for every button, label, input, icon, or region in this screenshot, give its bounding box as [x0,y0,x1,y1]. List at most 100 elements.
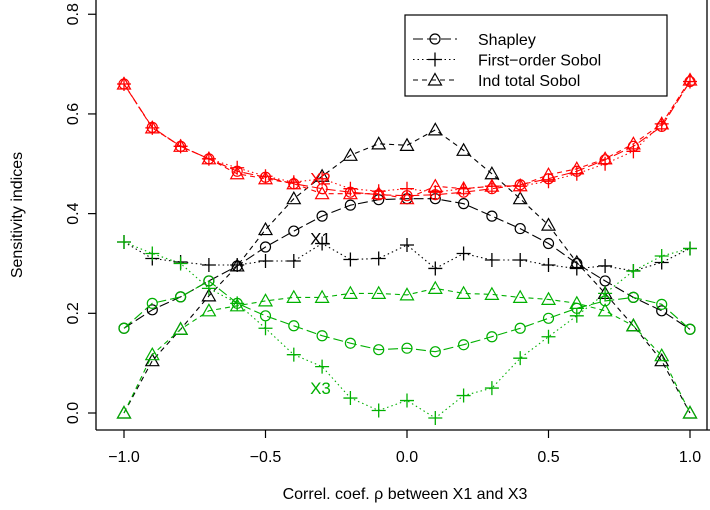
data-point [371,285,387,299]
plot-area [95,0,710,431]
data-point [258,321,273,336]
data-point [118,322,130,334]
data-point [400,238,414,253]
annotation-x1: X1 [310,230,331,249]
legend-label: First−order Sobol [478,53,601,70]
data-point [399,137,415,151]
x-axis-label: Correl. coef. ρ between X1 and X3 [283,486,528,503]
annotation-x3: X3 [310,379,331,398]
series-line [123,129,691,414]
data-point [654,116,670,130]
data-point [484,286,500,300]
x-tick-label: 0.0 [396,449,418,466]
data-point [316,210,328,222]
x-tick-label: −0.5 [250,449,282,466]
data-point [484,381,499,396]
data-point [344,337,356,349]
data-point [597,303,613,317]
y-tick-label: 0.6 [65,103,82,125]
legend-item: Ind total Sobol [413,72,580,90]
data-point [288,225,300,237]
data-point [201,288,217,302]
data-point [514,222,526,235]
data-point [542,312,555,324]
data-point [146,304,158,316]
data-point [315,171,330,186]
data-point [258,253,273,268]
legend-label: Ind total Sobol [478,73,580,90]
data-point [456,142,472,156]
series-x3-plus [117,235,697,425]
data-point [116,405,132,419]
legend: Shapley First−order Sobol Ind total Sobol [404,14,668,97]
legend-marker [427,72,443,86]
data-point [173,256,188,271]
data-point [598,258,613,273]
series-line [123,280,691,353]
data-point [399,190,415,205]
legend-box [404,14,668,97]
data-point [116,76,132,90]
data-point [626,263,641,278]
data-point [427,280,443,294]
data-point [627,291,640,303]
data-point [569,254,585,269]
data-point [286,190,302,205]
data-point [257,221,274,236]
data-point [259,241,272,253]
data-point [201,281,216,296]
y-tick-label: 0.8 [65,3,82,25]
data-point [458,198,470,210]
y-tick-label: 0.4 [65,202,82,224]
data-point [683,241,697,256]
data-point [315,359,330,374]
x-axis: −1.0 −0.5 0.0 0.5 1.0 [108,430,701,466]
series-line [123,287,691,414]
data-point [229,258,245,272]
data-point [542,237,555,250]
data-point [456,388,471,403]
data-point [286,347,301,362]
annotation-x2: X2 [310,170,331,189]
data-point [286,253,301,268]
data-point [371,251,386,266]
data-point [541,257,556,272]
data-point [682,405,698,419]
x-tick-label: −1.0 [108,449,140,466]
data-point [400,393,414,408]
data-point [144,346,160,361]
data-point [512,177,528,192]
legend-item: First−order Sobol [413,52,601,70]
data-point [456,246,471,261]
data-point [259,310,272,322]
y-tick-label: 0.2 [65,302,82,324]
data-point [458,339,470,351]
series-line [123,79,691,200]
data-point [314,289,330,303]
data-point [173,321,189,335]
data-point [656,305,668,317]
data-point [145,246,160,261]
data-point [427,122,443,136]
data-point [456,285,472,299]
series-x2-triangle [116,72,698,205]
legend-marker [428,52,442,67]
data-point [229,166,245,180]
data-point [401,342,413,354]
legend-label: Shapley [478,32,536,49]
data-point [486,331,498,343]
data-point [144,120,160,134]
data-point [315,236,330,251]
data-point [201,303,217,317]
data-point [569,261,584,276]
series-line [123,198,691,330]
data-point [343,252,358,267]
data-point [117,235,131,250]
data-point [569,308,584,323]
data-point [371,185,387,200]
data-point [512,190,528,205]
data-point [314,185,330,200]
data-point [342,285,358,299]
data-point [371,403,386,418]
legend-marker [429,33,441,45]
